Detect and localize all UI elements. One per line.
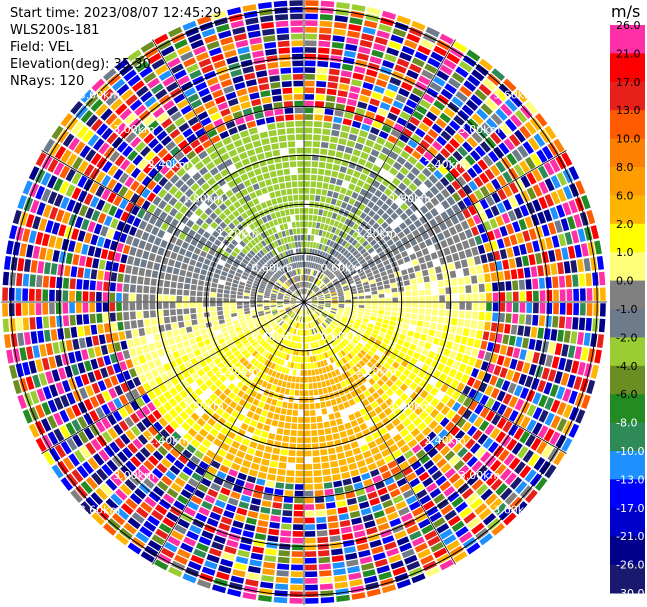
colorbar-swatch <box>610 365 645 395</box>
colorbar-tick-label: 8.0 <box>616 161 634 174</box>
colorbar-tick-label: -21.0 <box>616 530 644 543</box>
range-ring-label: 2.40km <box>148 158 190 171</box>
range-ring-labels: 0.60km 0.60km 0.60km 0.60km 1.20km 1.20km 1.20… <box>79 89 535 517</box>
colorbar-swatch <box>610 309 645 338</box>
colorbar-swatch <box>610 223 645 253</box>
range-ring-label: 3.00km <box>113 123 155 136</box>
gate-group <box>9 15 606 596</box>
azimuth-line <box>303 301 567 454</box>
colorbar-swatch <box>610 507 645 537</box>
colorbar-swatch <box>610 252 645 282</box>
azimuth-line <box>152 301 305 565</box>
colorbar-swatch <box>610 337 645 367</box>
range-ring-label: 0.60km <box>321 331 363 344</box>
range-ring-label: 3.00km <box>459 123 501 136</box>
colorbar-tick-label: 26.0 <box>616 19 641 32</box>
range-ring-label: 1.80km <box>390 400 432 413</box>
colorbar-tick-label: 2.0 <box>616 218 634 231</box>
colorbar-swatch <box>610 25 645 54</box>
range-ring-label: 3.60km <box>493 503 535 516</box>
nrays-text: NRays: 120 <box>10 74 85 89</box>
gate-group <box>16 7 556 584</box>
range-ring-label: 3.60km <box>79 89 121 102</box>
colorbar-swatch <box>610 564 645 594</box>
azimuth-line <box>152 39 305 303</box>
colorbar-tick-label: 21.0 <box>616 47 641 60</box>
range-ring-label: 3.60km <box>493 89 535 102</box>
range-ring-label: 2.40km <box>424 434 466 447</box>
colorbar-tick-label: -8.0 <box>616 417 637 430</box>
colorbar: m/s26.0 21.0 17.0 13.0 10.0 8.0 6.0 2.0 1.0 0.0 -1… <box>610 2 645 600</box>
colorbar-swatch <box>610 53 645 83</box>
colorbar-tick-label: 0.0 <box>616 275 634 288</box>
colorbar-tick-label: -1.0 <box>616 303 637 316</box>
azimuth-line <box>303 39 456 303</box>
colorbar-tick-label: -10.0 <box>616 445 644 458</box>
instrument-text: WLS200s-181 <box>10 23 100 38</box>
range-ring-label: 1.20km <box>217 227 259 240</box>
colorbar-tick-label: 10.0 <box>616 133 641 146</box>
colorbar-tick-label: 1.0 <box>616 246 634 259</box>
azimuth-line <box>303 301 456 565</box>
colorbar-tick-label: -30.0 <box>616 587 644 600</box>
colorbar-tick-label: -2.0 <box>616 331 637 344</box>
range-ring-label: 1.20km <box>355 227 397 240</box>
field-text: Field: VEL <box>10 40 73 55</box>
colorbar-swatch <box>610 536 645 566</box>
range-ring-label: 2.40km <box>424 158 466 171</box>
range-ring-label: 1.80km <box>182 400 224 413</box>
azimuth-line <box>41 150 305 303</box>
gate-group <box>19 14 602 603</box>
range-ring-label: 0.60km <box>251 331 293 344</box>
range-ring-label: 3.00km <box>113 469 155 482</box>
colorbar-swatch <box>610 81 645 111</box>
colorbar-swatch <box>610 110 645 140</box>
colorbar-swatch <box>610 394 645 424</box>
colorbar-tick-label: -4.0 <box>616 360 637 373</box>
range-ring-label: 1.20km <box>355 365 397 378</box>
range-ring-label: 1.80km <box>390 192 432 205</box>
range-ring-label: 3.00km <box>459 469 501 482</box>
start-time-text: Start time: 2023/08/07 12:45:29 <box>10 6 222 21</box>
range-ring-label: 1.20km <box>217 365 259 378</box>
colorbar-unit: m/s <box>611 2 640 21</box>
azimuth-lines <box>1 0 607 605</box>
scan-info: Start time: 2023/08/07 12:45:29 WLS200s-… <box>10 5 221 90</box>
colorbar-tick-label: -13.0 <box>616 473 644 486</box>
range-ring-label: 2.40km <box>148 434 190 447</box>
elevation-text: Elevation(deg): 35.30 <box>10 57 151 72</box>
colorbar-swatch <box>610 167 645 196</box>
colorbar-tick-label: 13.0 <box>616 104 641 117</box>
range-ring-label: 3.60km <box>79 503 121 516</box>
colorbar-swatch <box>610 451 645 480</box>
colorbar-tick-label: 6.0 <box>616 189 634 202</box>
range-ring-label: 0.60km <box>321 261 363 274</box>
colorbar-swatch <box>610 280 645 310</box>
colorbar-swatch <box>610 138 645 168</box>
range-ring-label: 0.60km <box>251 261 293 274</box>
azimuth-line <box>41 301 305 454</box>
colorbar-swatch <box>610 195 645 225</box>
colorbar-tick-label: 17.0 <box>616 76 641 89</box>
colorbar-tick-label: -6.0 <box>616 388 637 401</box>
colorbar-swatch <box>610 479 645 509</box>
gate-group <box>19 0 596 600</box>
colorbar-swatch <box>610 422 645 452</box>
azimuth-line <box>303 150 567 303</box>
colorbar-tick-label: -26.0 <box>616 559 644 572</box>
colorbar-tick-label: -17.0 <box>616 502 644 515</box>
range-ring-label: 1.80km <box>182 192 224 205</box>
velocity-gates <box>2 0 606 604</box>
